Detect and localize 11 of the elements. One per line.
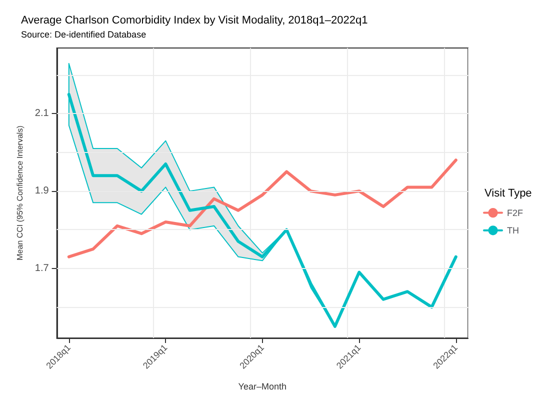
y-tick-label: 1.9 [34,186,50,197]
legend-label: F2F [507,208,524,218]
chart-title: Average Charlson Comorbidity Index by Visit Modality, 2018q1–2022q1 [21,14,368,26]
x-axis-title: Year–Month [238,382,287,392]
legend-label: TH [507,225,519,236]
legend-title: Visit Type [484,188,532,200]
y-axis-title: Mean CCI (95% Confidence Intervals) [16,125,24,260]
line-series [67,158,458,258]
y-tick-label: 1.7 [34,262,50,274]
y-tick-label: 2.1 [34,108,50,120]
chart-subtitle: Source: De-identified Database [21,30,146,40]
